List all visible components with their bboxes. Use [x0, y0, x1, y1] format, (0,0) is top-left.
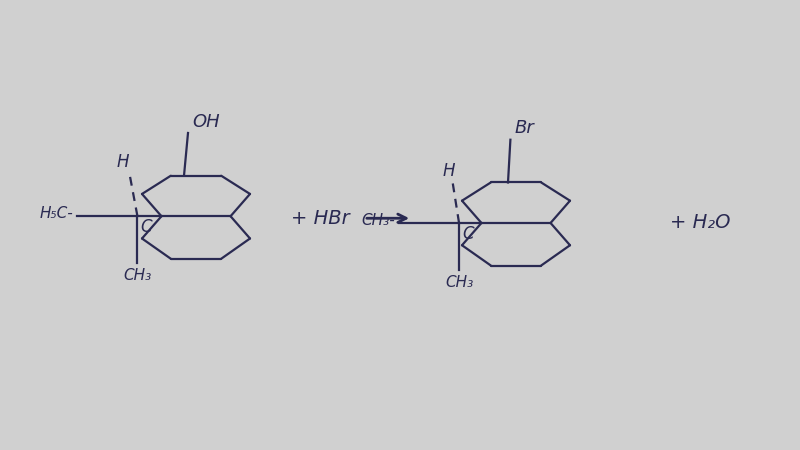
Text: C: C	[462, 225, 474, 243]
Text: + H₂O: + H₂O	[670, 213, 730, 232]
Text: CH₃: CH₃	[445, 274, 473, 290]
Text: H₅C-: H₅C-	[40, 207, 74, 221]
Text: H: H	[117, 153, 130, 171]
Text: CH₃-: CH₃-	[362, 213, 395, 228]
Text: Br: Br	[514, 120, 534, 138]
Text: CH₃: CH₃	[123, 268, 151, 283]
Text: C: C	[141, 219, 152, 237]
Text: + HBr: + HBr	[290, 209, 350, 228]
Text: OH: OH	[192, 112, 220, 130]
Text: H: H	[442, 162, 455, 180]
